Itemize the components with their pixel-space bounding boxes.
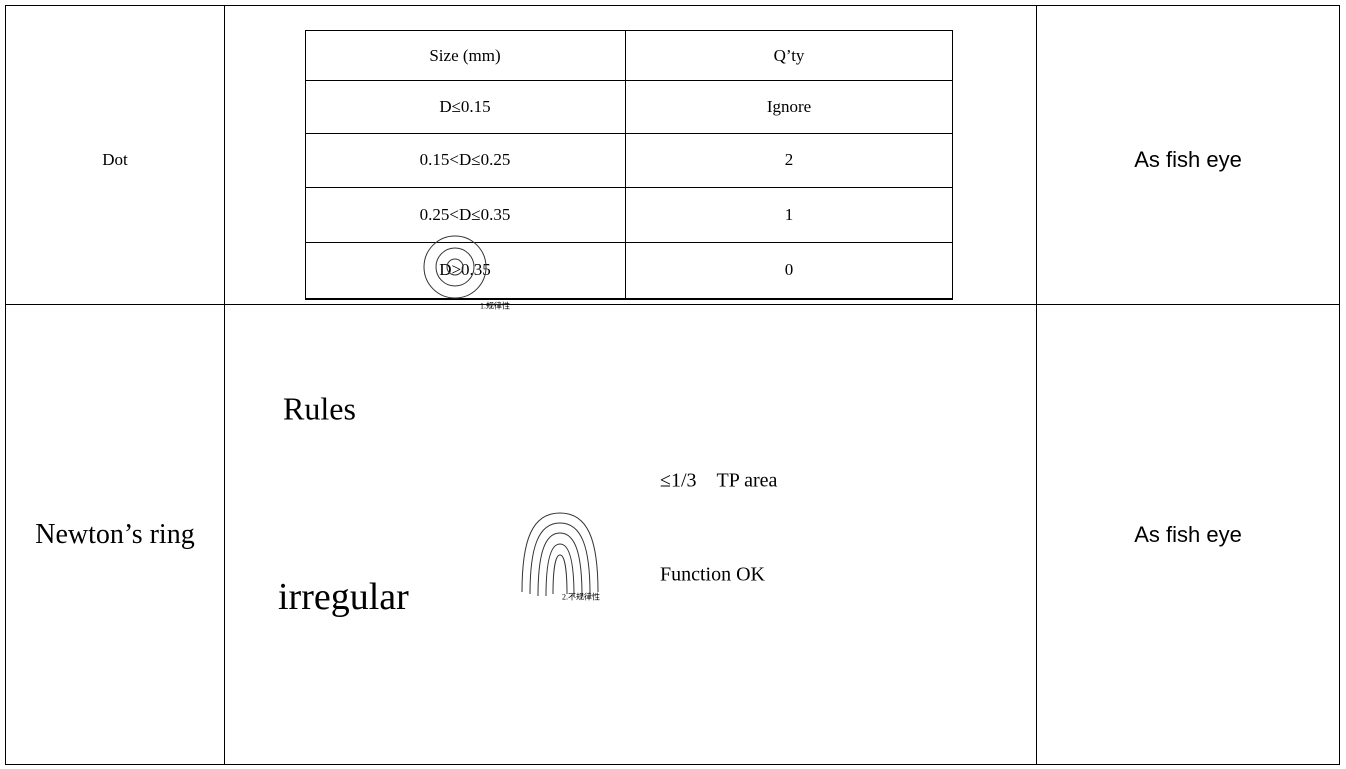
inner-border	[305, 30, 953, 31]
border	[5, 304, 1340, 305]
result: As fish eye	[1134, 147, 1242, 172]
fingerprint-icon	[521, 512, 599, 597]
irregular-label: irregular	[278, 576, 409, 618]
table-cell: 0	[784, 260, 794, 279]
table-header: Q’ty	[773, 46, 805, 65]
table-cell: 0.25<D≤0.35	[419, 205, 511, 224]
table-cell: 1	[784, 205, 794, 224]
inner-border	[625, 30, 626, 300]
limit-text: ≤1/3 TP area	[660, 469, 778, 492]
table-cell: 0.15<D≤0.25	[419, 150, 511, 169]
border	[224, 5, 225, 765]
table-cell: 2	[784, 150, 794, 169]
defect-name: Dot	[102, 150, 128, 169]
inner-border	[952, 30, 953, 300]
border	[1339, 5, 1340, 765]
concentric-ring-icon	[423, 235, 487, 299]
table-header: Size (mm)	[429, 46, 501, 65]
inner-border	[305, 133, 953, 134]
function-text: Function OK	[660, 563, 765, 586]
inner-border	[305, 242, 953, 243]
border	[1036, 5, 1037, 765]
inner-border	[305, 30, 306, 300]
inner-border	[305, 298, 953, 300]
icon-caption: 2.不规律性	[562, 592, 600, 602]
result: As fish eye	[1134, 522, 1242, 547]
table-cell: D≤0.15	[439, 97, 491, 116]
defect-name: Newton’s ring	[35, 519, 195, 550]
table-cell: Ignore	[766, 97, 812, 116]
rules-label: Rules	[283, 390, 356, 427]
border	[5, 5, 6, 765]
border	[5, 764, 1340, 765]
border	[5, 5, 1340, 6]
inner-border	[305, 80, 953, 81]
inner-border	[305, 187, 953, 188]
icon-caption: 1.规律性	[480, 301, 510, 311]
